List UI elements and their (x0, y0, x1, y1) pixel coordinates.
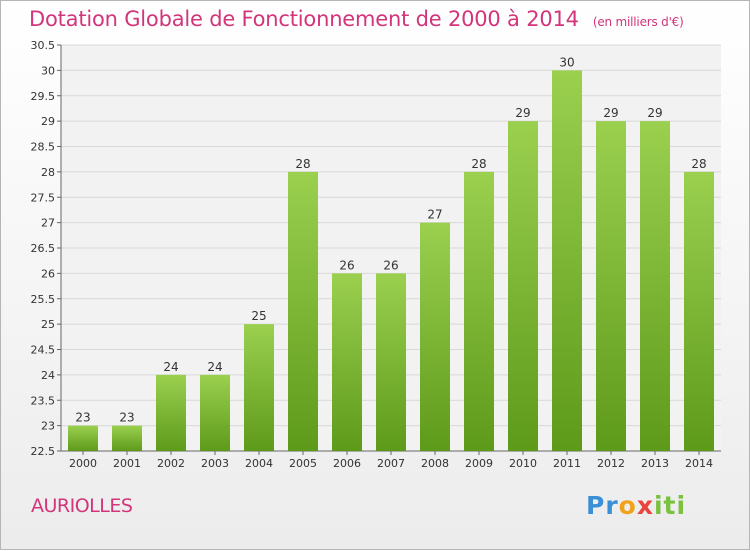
proxiti-logo[interactable]: Proxiti (586, 491, 687, 520)
x-tick-label: 2010 (509, 457, 537, 470)
bar-2000 (68, 425, 98, 451)
y-tick-label: 29 (41, 115, 55, 128)
bar-2012 (596, 121, 626, 451)
data-label: 30 (559, 55, 574, 69)
data-label: 27 (427, 208, 442, 222)
data-label: 25 (251, 309, 266, 323)
y-tick-label: 28.5 (31, 141, 56, 154)
data-label: 29 (603, 106, 618, 120)
bar-2013 (640, 121, 670, 451)
data-label: 28 (295, 157, 310, 171)
bar-2001 (112, 425, 142, 451)
bar-2002 (156, 374, 186, 451)
data-label: 23 (119, 411, 134, 425)
chart-title-text: Dotation Globale de Fonctionnement de 20… (29, 7, 579, 31)
data-label: 26 (339, 258, 354, 272)
chart-unit-note: (en milliers d'€) (592, 15, 684, 29)
y-tick-label: 27.5 (31, 191, 56, 204)
x-tick-label: 2005 (289, 457, 317, 470)
y-tick-label: 26.5 (31, 242, 56, 255)
data-label: 23 (75, 411, 90, 425)
y-tick-label: 27 (41, 217, 55, 230)
x-tick-label: 2007 (377, 457, 405, 470)
bar-2011 (552, 70, 582, 451)
y-tick-label: 30 (41, 64, 55, 77)
x-tick-label: 2011 (553, 457, 581, 470)
y-tick-label: 25 (41, 318, 55, 331)
y-tick-label: 24 (41, 369, 55, 382)
y-tick-label: 28 (41, 166, 55, 179)
y-tick-label: 25.5 (31, 293, 56, 306)
chart-title: Dotation Globale de Fonctionnement de 20… (29, 7, 684, 31)
x-tick-label: 2013 (641, 457, 669, 470)
data-label: 24 (163, 360, 178, 374)
data-label: 28 (471, 157, 486, 171)
bar-2005 (288, 171, 318, 451)
y-tick-label: 30.5 (31, 39, 56, 52)
bar-2007 (376, 273, 406, 451)
x-tick-label: 2004 (245, 457, 273, 470)
y-tick-label: 24.5 (31, 344, 56, 357)
x-tick-label: 2008 (421, 457, 449, 470)
data-label: 24 (207, 360, 222, 374)
bar-2004 (244, 324, 274, 451)
data-label: 29 (515, 106, 530, 120)
bar-2008 (420, 222, 450, 451)
x-tick-label: 2000 (69, 457, 97, 470)
x-tick-label: 2012 (597, 457, 625, 470)
x-tick-label: 2009 (465, 457, 493, 470)
bar-2014 (684, 171, 714, 451)
y-tick-label: 23.5 (31, 394, 56, 407)
bar-2010 (508, 121, 538, 451)
x-tick-label: 2014 (685, 457, 713, 470)
x-tick-label: 2002 (157, 457, 185, 470)
x-tick-label: 2001 (113, 457, 141, 470)
bar-2009 (464, 171, 494, 451)
data-label: 29 (647, 106, 662, 120)
data-label: 26 (383, 258, 398, 272)
x-tick-label: 2003 (201, 457, 229, 470)
y-tick-label: 22.5 (31, 445, 56, 458)
bar-2006 (332, 273, 362, 451)
data-label: 28 (691, 157, 706, 171)
x-tick-label: 2006 (333, 457, 361, 470)
commune-name: AURIOLLES (31, 495, 133, 517)
y-tick-label: 23 (41, 420, 55, 433)
y-tick-label: 29.5 (31, 90, 56, 103)
y-tick-label: 26 (41, 267, 55, 280)
bar-2003 (200, 374, 230, 451)
